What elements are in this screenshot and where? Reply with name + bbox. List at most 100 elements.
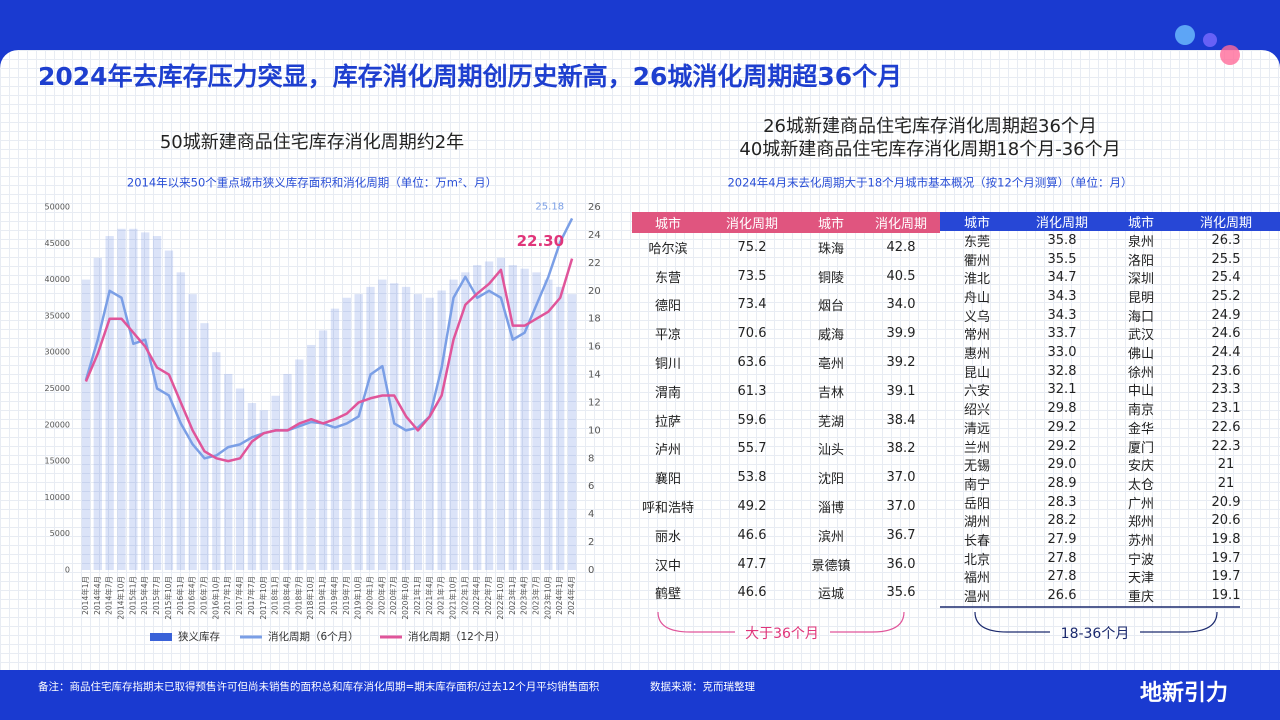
table-header: 城市 — [817, 217, 844, 232]
table-cell: 汉中 — [654, 558, 681, 574]
bar — [532, 272, 541, 570]
x-tick-label: 2016年4月 — [187, 576, 197, 615]
line — [84, 217, 574, 460]
table-cell: 59.6 — [737, 412, 767, 428]
table-cell: 广州 — [1127, 496, 1154, 512]
x-tick-label: 2018年4月 — [282, 576, 292, 615]
table-cell: 厦门 — [1127, 440, 1154, 456]
table-cell: 24.4 — [1211, 345, 1241, 361]
x-tick-label: 2014年10月 — [116, 576, 126, 620]
x-tick-label: 2024年1月 — [554, 576, 564, 615]
table-cell: 拉萨 — [654, 414, 681, 430]
table-caption: 大于36个月 — [745, 626, 819, 642]
table-cell: 昆明 — [1127, 290, 1154, 306]
y-tick-label: 40000 — [45, 275, 70, 284]
table-cell: 35.8 — [1047, 232, 1077, 248]
table-cell: 太仓 — [1127, 477, 1154, 493]
x-tick-label: 2018年7月 — [293, 576, 303, 615]
table-cell: 70.6 — [737, 326, 767, 342]
x-tick-label: 2019年10月 — [353, 576, 363, 620]
y2-tick-label: 18 — [588, 314, 601, 325]
y-tick-label: 35000 — [45, 311, 70, 320]
table-header: 消化周期 — [725, 217, 778, 232]
table-cell: 衢州 — [963, 253, 990, 269]
table-cell: 35.5 — [1047, 251, 1077, 267]
table-cell: 吉林 — [817, 385, 844, 401]
bar — [437, 290, 446, 570]
x-tick-label: 2020年1月 — [365, 576, 375, 615]
table-cell: 34.7 — [1047, 270, 1077, 286]
x-tick-label: 2023年10月 — [542, 576, 552, 620]
table-cell: 46.6 — [737, 527, 767, 543]
table-header: 消化周期 — [1199, 216, 1252, 231]
panel — [0, 50, 1280, 670]
table-cell: 芜湖 — [817, 414, 844, 430]
table-cell: 岳阳 — [963, 496, 990, 512]
y2-tick-label: 10 — [588, 425, 601, 436]
bar — [129, 228, 138, 570]
bar — [449, 279, 458, 570]
table-cell: 35.6 — [886, 585, 916, 601]
table-cell: 苏州 — [1127, 534, 1154, 550]
left-heading: 50城新建商品住宅库存消化周期约2年 — [160, 132, 464, 153]
table-cell: 铜陵 — [817, 270, 844, 286]
table-cell: 丽水 — [654, 529, 681, 545]
x-tick-label: 2024年4月 — [566, 576, 576, 615]
bar — [461, 272, 470, 570]
table-cell: 28.3 — [1047, 494, 1077, 510]
y2-tick-label: 8 — [588, 453, 594, 464]
table-cell: 49.2 — [737, 499, 767, 515]
y-tick-label: 5000 — [50, 529, 70, 538]
x-tick-label: 2014年4月 — [92, 576, 102, 615]
table-header: 城市 — [1127, 216, 1154, 231]
x-tick-label: 2023年1月 — [507, 576, 517, 615]
bar — [484, 261, 494, 570]
x-tick-label: 2023年7月 — [531, 576, 541, 615]
y2-tick-label: 22 — [588, 258, 601, 269]
line — [84, 258, 574, 463]
x-tick-label: 2016年10月 — [210, 576, 220, 620]
value-label: 25.18 — [535, 201, 564, 212]
table-subtitle: 2024年4月末去化周期大于18个月城市基本概况（按12个月测算）（单位：月） — [727, 176, 1132, 190]
x-tick-label: 2019年1月 — [317, 576, 327, 615]
table-cell: 平凉 — [654, 328, 681, 344]
table-cell: 38.4 — [886, 412, 916, 428]
table-cell: 鹤壁 — [654, 587, 681, 603]
table-cell: 27.8 — [1047, 569, 1077, 585]
x-tick-label: 2019年7月 — [341, 576, 351, 615]
x-tick-label: 2019年4月 — [329, 576, 339, 615]
table-cell: 沈阳 — [817, 472, 844, 488]
table-cell: 宁波 — [1127, 552, 1154, 568]
x-tick-label: 2021年4月 — [424, 576, 434, 615]
table-cell: 景德镇 — [811, 558, 851, 574]
legend-label: 消化周期（12个月） — [408, 630, 505, 643]
table-cell: 珠海 — [817, 241, 844, 257]
brand: 地新引力 — [1140, 680, 1228, 706]
y2-tick-label: 6 — [588, 481, 594, 492]
y2-tick-label: 24 — [588, 230, 601, 241]
x-tick-label: 2014年7月 — [104, 576, 114, 615]
y-tick-label: 30000 — [45, 348, 70, 357]
table-cell: 威海 — [817, 328, 844, 344]
table-cell: 铜川 — [654, 357, 681, 373]
table-cell: 26.6 — [1047, 588, 1077, 604]
bar — [354, 294, 363, 570]
table-cell: 22.3 — [1211, 438, 1241, 454]
table-header: 消化周期 — [1035, 216, 1088, 231]
table-cell: 40.5 — [886, 268, 916, 284]
table-header-bg — [632, 212, 940, 233]
table-cell: 天津 — [1127, 571, 1154, 587]
x-tick-label: 2015年7月 — [151, 576, 161, 615]
legend-swatch — [150, 633, 172, 641]
y2-tick-label: 26 — [588, 202, 601, 213]
table-cell: 29.2 — [1047, 438, 1077, 454]
bar — [544, 279, 553, 570]
table-cell: 洛阳 — [1127, 253, 1154, 269]
x-tick-label: 2015年10月 — [163, 576, 173, 620]
bar — [224, 373, 233, 570]
bar — [117, 228, 126, 570]
bar — [93, 257, 102, 570]
table-cell: 湖州 — [963, 515, 990, 531]
x-tick-label: 2020年7月 — [388, 576, 398, 615]
